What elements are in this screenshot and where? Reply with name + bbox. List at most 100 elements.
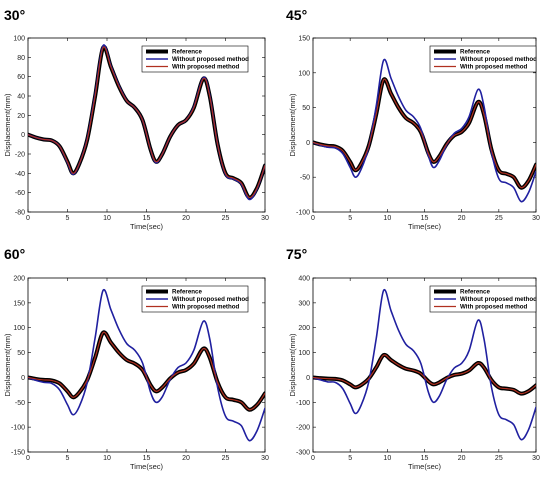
x-tick-label: 25 bbox=[495, 215, 503, 222]
series-line-1 bbox=[313, 77, 536, 190]
legend-label-1: Reference bbox=[460, 49, 490, 56]
y-tick-label: 150 bbox=[298, 36, 310, 43]
legend-label-3: With proposed method bbox=[172, 304, 240, 311]
legend-label-3: With proposed method bbox=[460, 64, 528, 71]
y-axis-label: Displacement(mm) bbox=[3, 333, 12, 396]
legend-label-3: With proposed method bbox=[460, 304, 528, 311]
series-line-2 bbox=[313, 58, 536, 203]
y-tick-label: 150 bbox=[13, 300, 25, 307]
x-axis-label: Time(sec) bbox=[408, 462, 442, 471]
y-tick-label: -200 bbox=[296, 425, 310, 432]
series-line-3 bbox=[28, 46, 265, 199]
x-tick-label: 15 bbox=[143, 215, 151, 222]
x-tick-label: 15 bbox=[421, 215, 429, 222]
x-tick-label: 20 bbox=[182, 455, 190, 462]
legend-label-2: Without proposed method bbox=[172, 56, 249, 63]
y-tick-label: -100 bbox=[296, 210, 310, 217]
x-tick-label: 25 bbox=[222, 215, 230, 222]
y-tick-label: -100 bbox=[296, 400, 310, 407]
y-tick-label: -80 bbox=[15, 210, 25, 217]
x-tick-label: 10 bbox=[383, 215, 391, 222]
x-tick-label: 5 bbox=[66, 455, 70, 462]
chart-panel-2: 45° 0 5 10 15 20 25 30 -100 -50 0 50 100 150 Time(sec)… bbox=[286, 7, 540, 231]
x-axis-label: Time(sec) bbox=[130, 462, 164, 471]
y-tick-label: 20 bbox=[17, 113, 25, 120]
x-tick-label: 25 bbox=[495, 455, 503, 462]
x-tick-label: 15 bbox=[143, 455, 151, 462]
x-axis-label: Time(sec) bbox=[130, 222, 164, 231]
y-axis-label: Displacement(mm) bbox=[288, 333, 297, 396]
y-tick-label: -150 bbox=[11, 450, 25, 457]
y-tick-label: -50 bbox=[300, 175, 310, 182]
legend-label-2: Without proposed method bbox=[460, 56, 537, 63]
x-tick-label: 0 bbox=[26, 215, 30, 222]
x-tick-label: 5 bbox=[348, 455, 352, 462]
x-tick-label: 0 bbox=[311, 455, 315, 462]
chart-title: 30° bbox=[4, 7, 25, 23]
y-tick-label: 0 bbox=[21, 132, 25, 139]
y-tick-label: -50 bbox=[15, 400, 25, 407]
y-tick-label: 200 bbox=[13, 276, 25, 283]
x-tick-label: 30 bbox=[532, 455, 540, 462]
y-tick-label: 100 bbox=[298, 70, 310, 77]
y-tick-label: 80 bbox=[17, 55, 25, 62]
y-tick-label: 100 bbox=[13, 325, 25, 332]
series-line-3 bbox=[28, 331, 265, 411]
y-axis-label: Displacement(mm) bbox=[288, 93, 297, 156]
legend-label-1: Reference bbox=[460, 289, 490, 296]
x-tick-label: 10 bbox=[383, 455, 391, 462]
y-tick-label: 200 bbox=[298, 325, 310, 332]
x-tick-label: 30 bbox=[261, 215, 269, 222]
y-tick-label: -100 bbox=[11, 425, 25, 432]
y-axis-label: Displacement(mm) bbox=[3, 93, 12, 156]
chart-title: 45° bbox=[286, 7, 307, 23]
series-line-3 bbox=[313, 78, 536, 189]
y-tick-label: -60 bbox=[15, 190, 25, 197]
x-tick-label: 30 bbox=[532, 215, 540, 222]
y-tick-label: -300 bbox=[296, 450, 310, 457]
legend-label-1: Reference bbox=[172, 289, 202, 296]
series-group bbox=[28, 44, 265, 201]
y-tick-label: 400 bbox=[298, 276, 310, 283]
chart-title: 60° bbox=[4, 246, 25, 262]
chart-title: 75° bbox=[286, 246, 307, 262]
x-tick-label: 0 bbox=[26, 455, 30, 462]
x-tick-label: 5 bbox=[66, 215, 70, 222]
legend-label-1: Reference bbox=[172, 49, 202, 56]
series-line-2 bbox=[28, 288, 265, 442]
x-tick-label: 10 bbox=[103, 215, 111, 222]
x-tick-label: 20 bbox=[182, 215, 190, 222]
x-tick-label: 25 bbox=[222, 455, 230, 462]
legend-label-3: With proposed method bbox=[172, 64, 240, 71]
y-tick-label: -40 bbox=[15, 171, 25, 178]
series-group bbox=[313, 58, 536, 203]
x-tick-label: 5 bbox=[348, 215, 352, 222]
x-axis-label: Time(sec) bbox=[408, 222, 442, 231]
y-tick-label: 100 bbox=[13, 36, 25, 43]
x-tick-label: 20 bbox=[458, 455, 466, 462]
y-tick-label: 60 bbox=[17, 74, 25, 81]
y-tick-label: 100 bbox=[298, 350, 310, 357]
x-tick-label: 30 bbox=[261, 455, 269, 462]
chart-panel-4: 75° 0 5 10 15 20 25 30 -300 -200 -100 0 100 200 300 400… bbox=[286, 246, 540, 471]
y-tick-label: 50 bbox=[17, 350, 25, 357]
series-line-3 bbox=[313, 354, 536, 395]
chart-panel-1: 30° 0 5 10 15 20 25 30 -80 -60 -40 -20 0 20 40 60 80 100 T… bbox=[3, 7, 269, 231]
y-tick-label: -20 bbox=[15, 152, 25, 159]
chart-panel-3: 60° 0 5 10 15 20 25 30 -150 -100 -50 0 50 100 150 200 Ti… bbox=[3, 246, 269, 471]
series-group bbox=[28, 288, 265, 442]
series-group bbox=[313, 288, 536, 441]
y-tick-label: 40 bbox=[17, 94, 25, 101]
y-tick-label: 0 bbox=[21, 375, 25, 382]
y-tick-label: 50 bbox=[302, 105, 310, 112]
legend-label-2: Without proposed method bbox=[460, 296, 537, 303]
legend-label-2: Without proposed method bbox=[172, 296, 249, 303]
x-tick-label: 15 bbox=[421, 455, 429, 462]
x-tick-label: 20 bbox=[458, 215, 466, 222]
x-tick-label: 0 bbox=[311, 215, 315, 222]
y-tick-label: 0 bbox=[306, 140, 310, 147]
y-tick-label: 0 bbox=[306, 375, 310, 382]
